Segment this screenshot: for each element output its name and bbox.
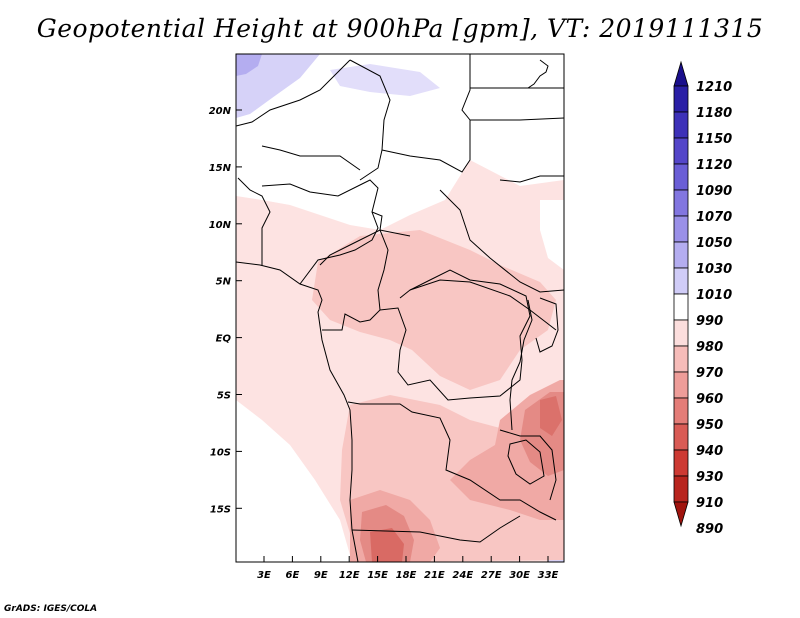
colorbar-swatch [673, 137, 689, 165]
lat-tick-label: 10N [209, 220, 232, 231]
lon-tick-label: 12E [339, 570, 360, 581]
colorbar-swatch [673, 215, 689, 243]
lon-tick-label: 27E [481, 570, 502, 581]
colorbar-label: 1010 [696, 288, 732, 303]
colorbar-label: 1090 [696, 184, 732, 199]
plot-frame [235, 53, 565, 563]
field-blue-n [330, 64, 440, 96]
lon-tick-label: 21E [424, 570, 445, 581]
colorbar-label: 1210 [696, 80, 732, 95]
lat-tick-label: 5N [216, 277, 232, 288]
lat-tick-label: 5S [217, 391, 231, 402]
field-940-east [540, 396, 562, 436]
colorbar-swatch [673, 423, 689, 451]
lat-tick-label: 15S [210, 504, 231, 515]
lon-tick-label: 15E [367, 570, 388, 581]
colorbar-swatch [673, 319, 689, 347]
colorbar-swatch [673, 475, 689, 503]
colorbar: 1210 1180 1150 1120 1090 1070 1050 1030 1010 990 9… [673, 60, 732, 537]
colorbar-swatch [673, 371, 689, 399]
lat-tick-label: 10S [210, 447, 231, 458]
lon-tick-label: 3E [257, 570, 271, 581]
colorbar-label: 1180 [696, 106, 732, 121]
colorbar-label: 910 [696, 496, 723, 511]
lon-tick-label: 18E [396, 570, 417, 581]
field-white-ocean [236, 400, 352, 562]
colorbar-swatch [673, 345, 689, 373]
colorbar-swatch [673, 397, 689, 425]
field-blue-nw [236, 54, 320, 118]
lon-tick-label: 6E [286, 570, 300, 581]
field-white-north [236, 54, 564, 230]
colorbar-swatch [673, 85, 689, 113]
colorbar-label: 930 [696, 470, 723, 485]
colorbar-label: 1050 [696, 236, 732, 251]
colorbar-label: 990 [696, 314, 723, 329]
field-blue-nw-core [236, 54, 262, 76]
colorbar-bottom-arrow [673, 501, 689, 528]
longitude-axis: 3E 6E 9E 12E 15E 18E 21E 24E 27E 30E 33E [257, 556, 559, 581]
colorbar-swatch [673, 449, 689, 477]
field-white-east-top [540, 200, 564, 270]
colorbar-label: 890 [696, 522, 723, 537]
latitude-axis: 20N 15N 10N 5N EQ 5S 10S 15S [209, 106, 242, 515]
colorbar-top-arrow [673, 60, 689, 87]
field-970-central [312, 230, 556, 390]
colorbar-label: 1070 [696, 210, 732, 225]
lon-tick-label: 9E [314, 570, 328, 581]
colorbar-label: 1030 [696, 262, 732, 277]
lat-tick-label: 15N [209, 163, 232, 174]
colorbar-label: 940 [696, 444, 723, 459]
colorbar-label: 1150 [696, 132, 732, 147]
colorbar-label: 960 [696, 392, 723, 407]
colorbar-label: 970 [696, 366, 723, 381]
lat-tick-label: 20N [209, 106, 232, 117]
lon-tick-label: 30E [509, 570, 530, 581]
field-940-south [370, 528, 404, 562]
colorbar-swatch [673, 293, 689, 321]
colorbar-swatch [673, 163, 689, 191]
lat-tick-label: EQ [216, 334, 232, 345]
map-title: Geopotential Height at 900hPa [gpm], VT:… [36, 14, 764, 43]
lon-tick-label: 33E [538, 570, 559, 581]
map-borders [236, 54, 564, 562]
colorbar-label: 980 [696, 340, 723, 355]
lon-tick-label: 24E [452, 570, 473, 581]
colorbar-swatch [673, 241, 689, 269]
colorbar-swatch [673, 111, 689, 139]
footer-credit: GrADS: IGES/COLA [4, 604, 98, 614]
colorbar-label: 1120 [696, 158, 732, 173]
colorbar-swatch [673, 189, 689, 217]
plot-area [236, 54, 564, 562]
colorbar-label: 950 [696, 418, 723, 433]
colorbar-swatch [673, 267, 689, 295]
